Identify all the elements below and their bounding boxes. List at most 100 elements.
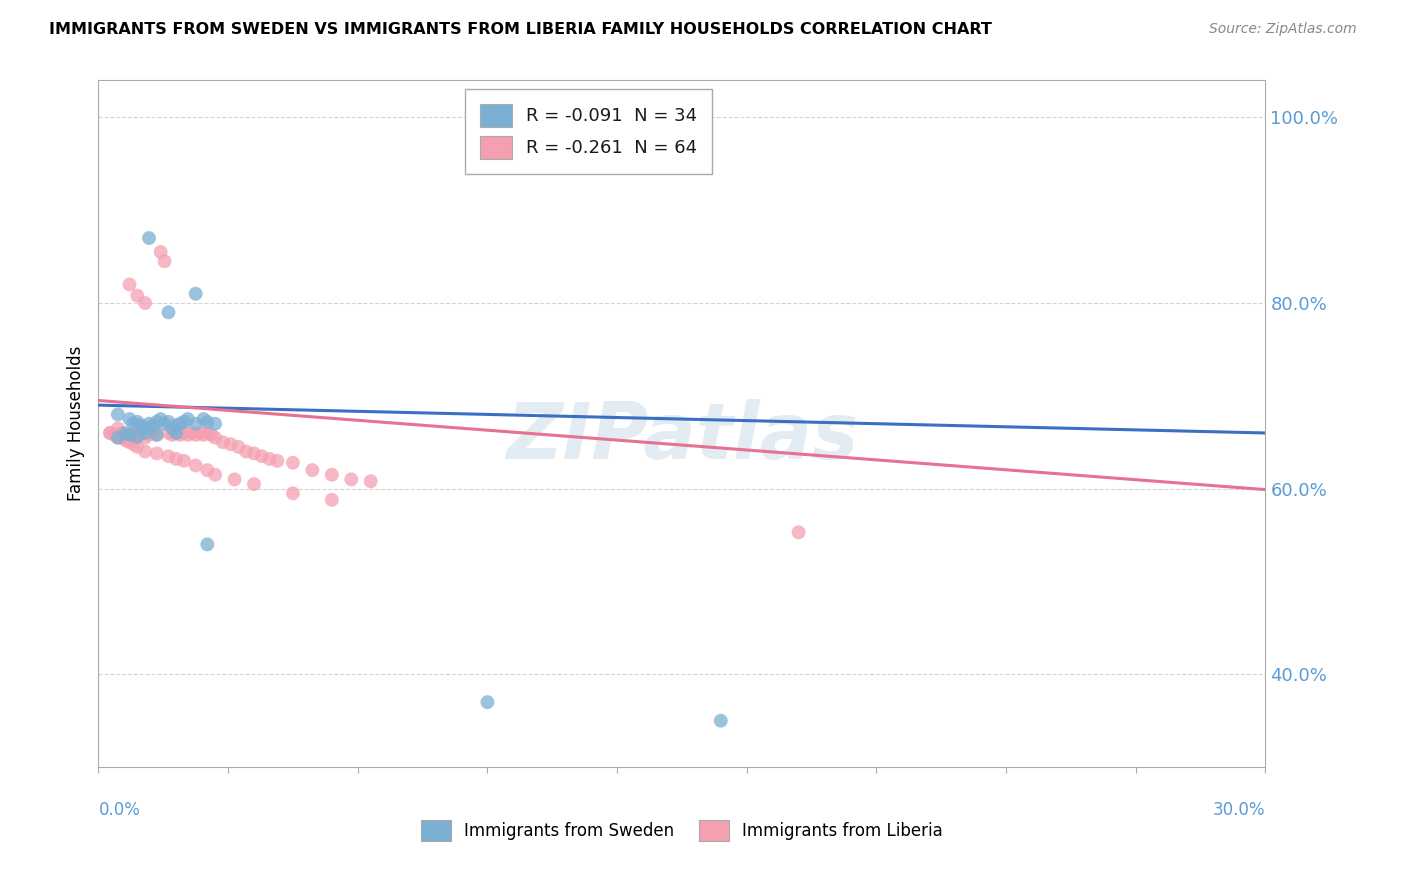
Point [195,425,218,440]
Point [204,417,226,431]
Text: Source: ZipAtlas.com: Source: ZipAtlas.com [1209,22,1357,37]
Point [165,425,187,440]
Point [173,454,195,468]
Point [138,231,160,245]
Text: 30.0%: 30.0% [1213,801,1265,819]
Point [321,492,343,507]
Point [122,417,145,431]
Point [184,427,207,442]
Point [165,452,187,467]
Point [107,431,129,445]
Point [710,714,733,728]
Point [118,427,141,442]
Point [173,415,195,429]
Point [146,427,169,442]
Point [787,525,810,540]
Point [118,277,141,292]
Text: IMMIGRANTS FROM SWEDEN VS IMMIGRANTS FROM LIBERIA FAMILY HOUSEHOLDS CORRELATION : IMMIGRANTS FROM SWEDEN VS IMMIGRANTS FRO… [49,22,993,37]
Point [228,440,250,454]
Point [157,425,180,440]
Point [118,427,141,442]
Point [127,430,149,444]
Point [477,695,499,709]
Point [180,425,202,440]
Point [195,463,218,477]
Point [188,425,211,440]
Point [127,427,149,442]
Point [360,475,382,489]
Point [118,412,141,426]
Point [122,425,145,440]
Point [114,425,136,440]
Point [107,431,129,445]
Point [193,427,215,442]
Point [127,440,149,454]
Point [266,454,288,468]
Point [281,456,304,470]
Point [169,417,191,431]
Point [127,415,149,429]
Point [127,288,149,302]
Point [138,427,160,442]
Point [146,415,169,429]
Point [184,286,207,301]
Point [149,244,172,259]
Point [169,427,191,442]
Point [235,444,257,458]
Point [111,431,134,445]
Point [149,412,172,426]
Point [177,427,200,442]
Point [146,427,169,442]
Point [195,415,218,429]
Point [134,425,156,440]
Legend: Immigrants from Sweden, Immigrants from Liberia: Immigrants from Sweden, Immigrants from … [413,814,950,848]
Point [184,417,207,431]
Point [114,434,136,448]
Point [153,417,176,431]
Point [134,444,156,458]
Point [219,437,242,451]
Point [212,435,235,450]
Point [301,463,323,477]
Point [165,418,187,433]
Point [204,467,226,482]
Point [107,421,129,435]
Point [118,435,141,450]
Point [165,425,187,440]
Point [177,412,200,426]
Point [157,415,180,429]
Text: 0.0%: 0.0% [98,801,141,819]
Point [157,305,180,319]
Point [129,425,152,440]
Point [200,427,222,442]
Point [162,421,184,435]
Point [193,412,215,426]
Point [134,296,156,310]
Point [340,472,363,486]
Point [250,449,273,463]
Point [114,431,136,445]
Point [243,477,266,491]
Point [162,427,184,442]
Point [146,446,169,460]
Point [153,254,176,268]
Point [134,431,156,445]
Point [142,425,165,440]
Point [138,417,160,431]
Point [107,408,129,422]
Point [224,472,246,486]
Point [243,446,266,460]
Text: ZIPatlas: ZIPatlas [506,400,858,475]
Point [134,421,156,435]
Point [195,537,218,551]
Point [103,427,125,442]
Point [321,467,343,482]
Point [157,449,180,463]
Point [184,458,207,473]
Point [98,425,121,440]
Point [259,452,281,467]
Point [173,425,195,440]
Point [281,486,304,500]
Point [204,431,226,445]
Y-axis label: Family Households: Family Households [66,346,84,501]
